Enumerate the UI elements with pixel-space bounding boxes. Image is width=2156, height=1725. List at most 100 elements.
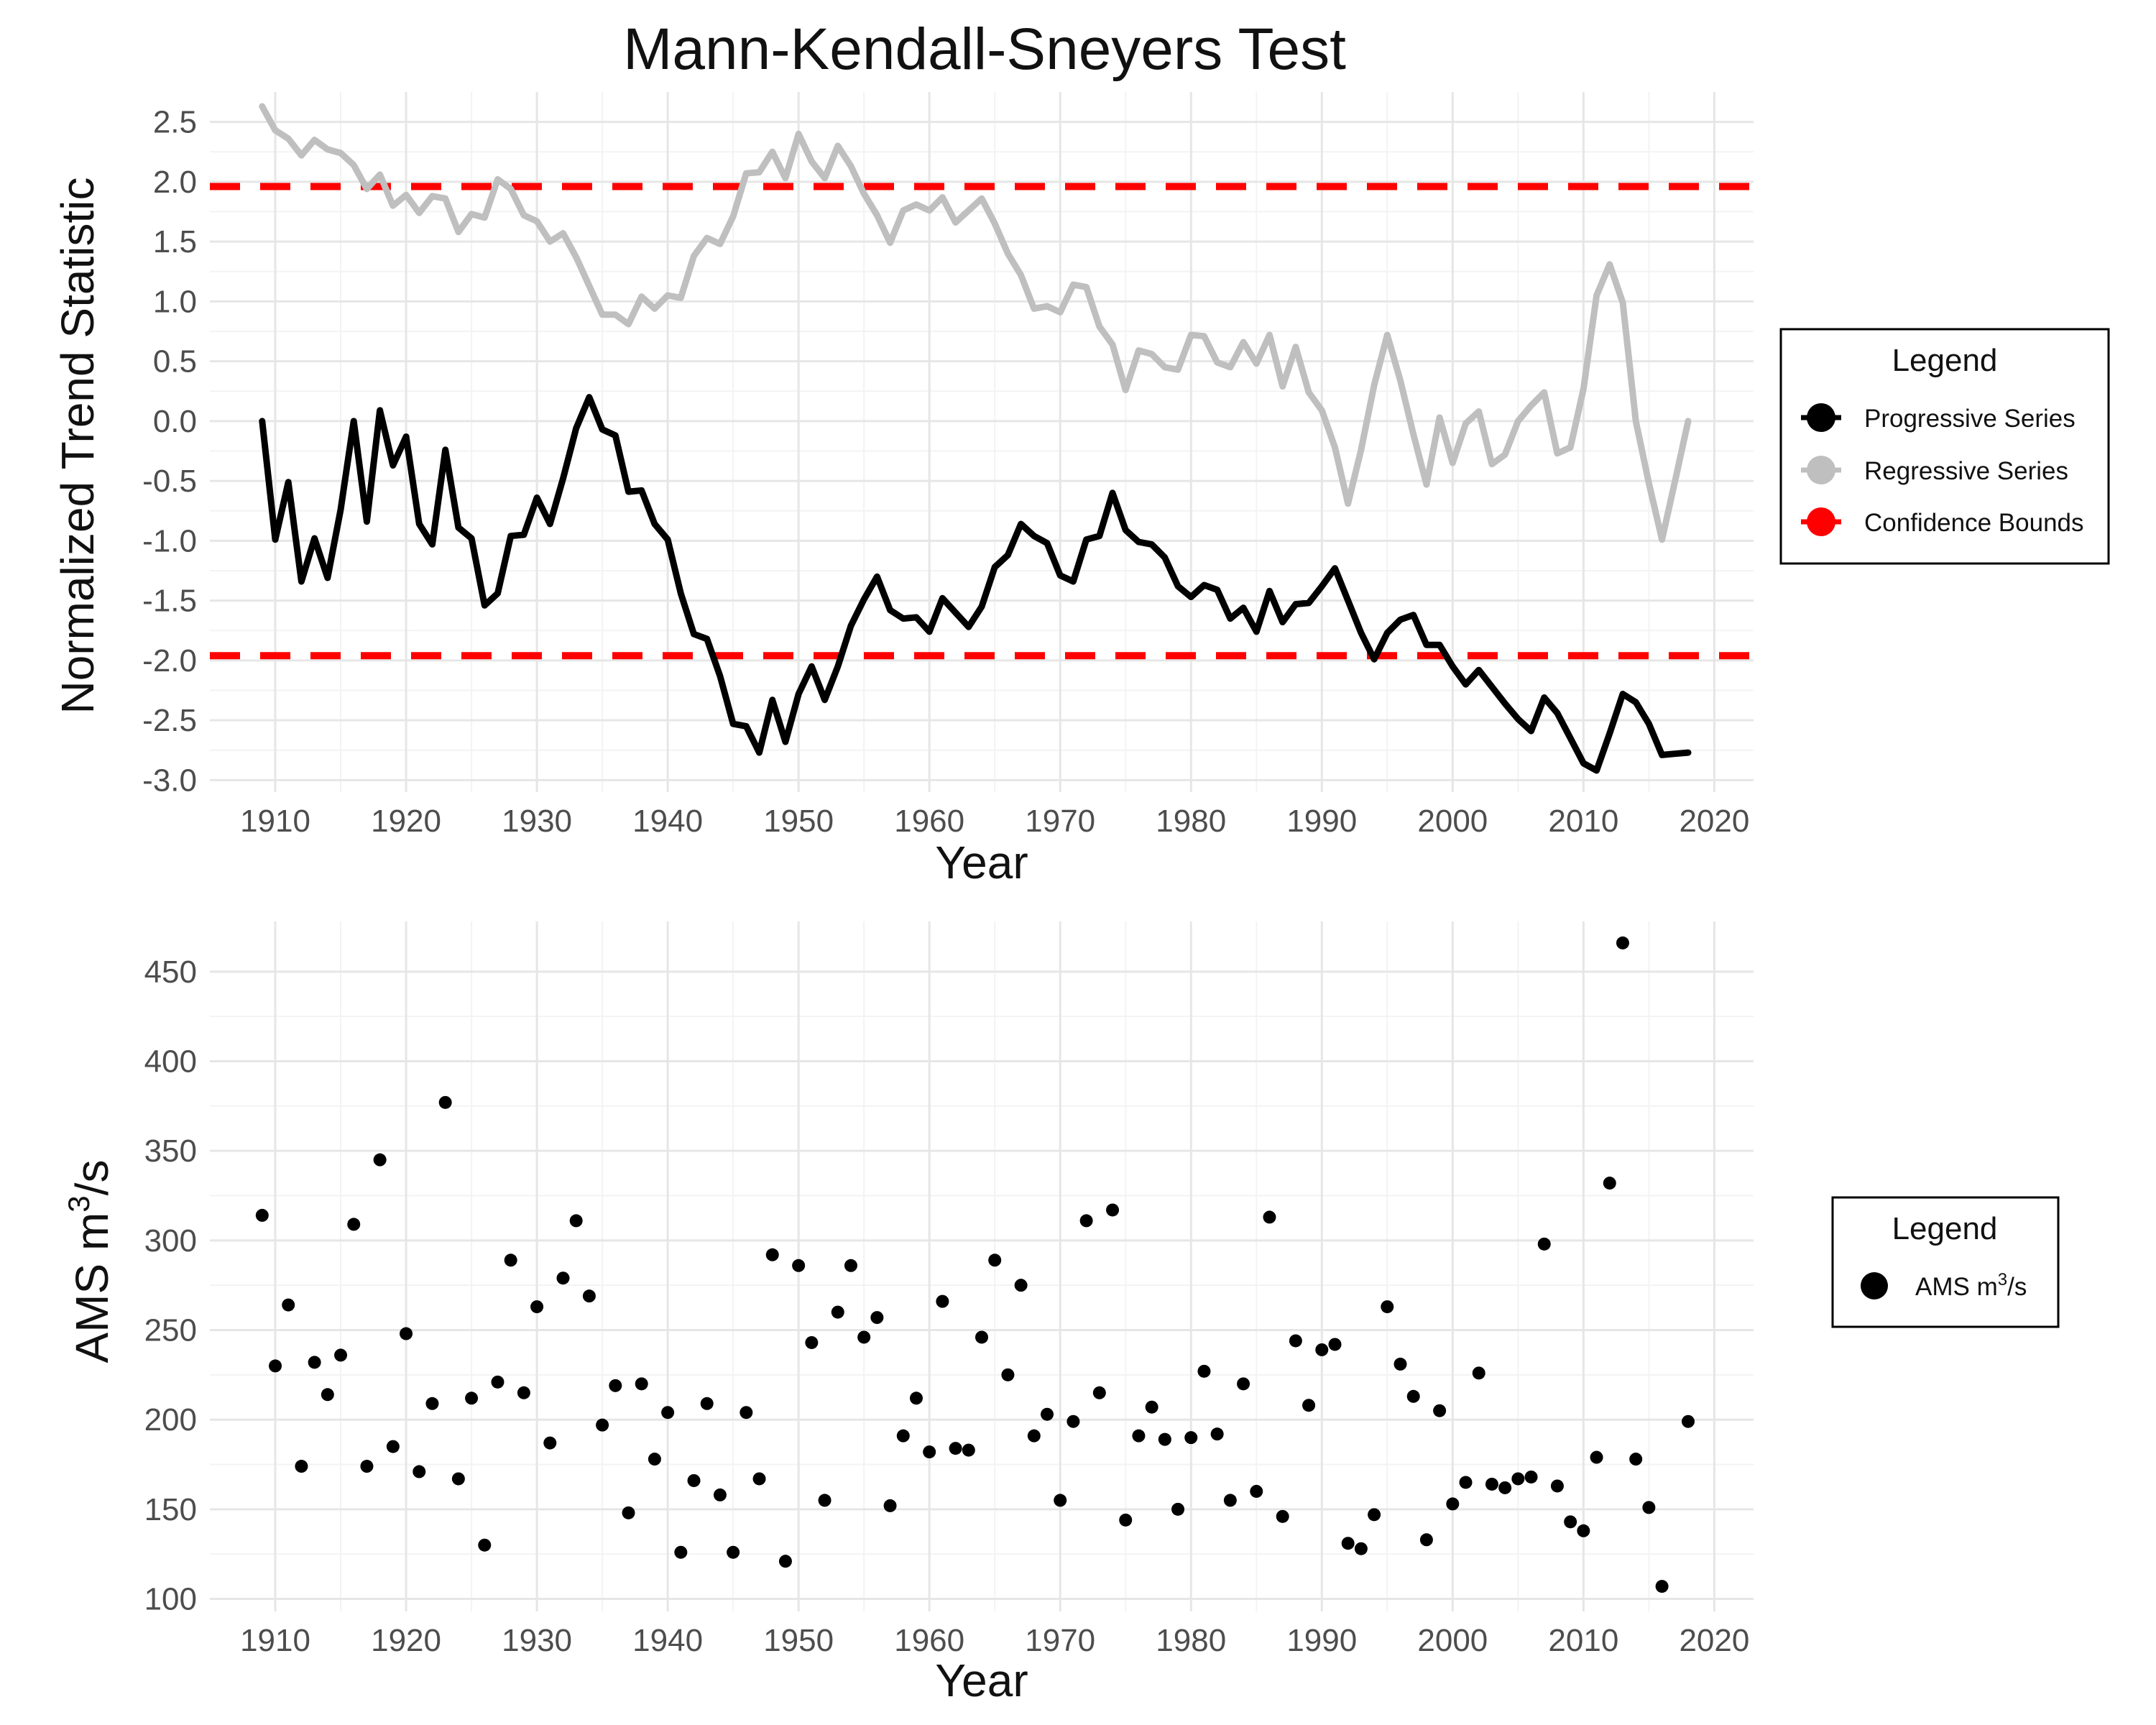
top-y-tick-labels: -3.0 -2.5 -2.0 -1.5 -1.0 -0.5 0.0 0.5 1.0 1.5 2.0 2… xyxy=(142,105,197,799)
ams-point xyxy=(936,1294,949,1308)
ams-point xyxy=(727,1545,740,1559)
y-tick-label: -0.5 xyxy=(142,464,197,499)
ams-point xyxy=(438,1095,452,1109)
ams-point xyxy=(648,1453,661,1466)
ams-point xyxy=(413,1465,426,1478)
ams-point xyxy=(752,1472,766,1486)
ams-point xyxy=(1079,1214,1093,1228)
ams-point xyxy=(949,1442,962,1455)
ams-point xyxy=(1655,1580,1669,1593)
legend-label-progressive: Progressive Series xyxy=(1864,405,2076,433)
ams-point xyxy=(765,1248,779,1261)
ams-point xyxy=(1341,1537,1355,1550)
x-tick-label: 1950 xyxy=(763,804,834,839)
chart-title: Mann-Kendall-Sneyers Test xyxy=(623,17,1346,82)
ams-point xyxy=(1067,1414,1080,1428)
y-tick-label: 2.0 xyxy=(153,165,197,200)
ams-point xyxy=(909,1392,923,1405)
ams-point xyxy=(1223,1494,1237,1507)
y-tick-label: 400 xyxy=(144,1044,197,1079)
ams-point xyxy=(831,1305,844,1319)
y-tick-label: 200 xyxy=(144,1402,197,1438)
ams-point xyxy=(517,1386,530,1399)
ams-point xyxy=(622,1506,635,1519)
x-tick-label: 1910 xyxy=(240,804,310,839)
ams-point xyxy=(400,1327,413,1340)
legend-label-regressive: Regressive Series xyxy=(1864,457,2068,485)
x-tick-label: 1960 xyxy=(894,1623,964,1658)
ams-point xyxy=(1250,1484,1263,1498)
bottom-legend: Legend AMS m3/s xyxy=(1831,1196,2060,1328)
bottom-x-tick-labels: 1910 1920 1930 1940 1950 1960 1970 1980 1990 2000… xyxy=(240,1623,1749,1658)
bottom-legend-box xyxy=(1831,1196,2060,1328)
bottom-gridlines xyxy=(210,921,1754,1611)
x-tick-label: 1980 xyxy=(1156,1623,1226,1658)
ams-point xyxy=(504,1254,517,1267)
ams-point xyxy=(1472,1366,1485,1380)
ams-point xyxy=(347,1218,361,1231)
ams-point xyxy=(360,1460,374,1473)
legend-label-ams-main: AMS m xyxy=(1915,1273,1998,1301)
y-tick-label: 0.5 xyxy=(153,344,197,380)
legend-key-regressive-dot xyxy=(1807,456,1835,484)
ams-point xyxy=(1145,1400,1158,1414)
ams-point xyxy=(255,1208,269,1222)
ams-point xyxy=(530,1300,544,1314)
bottom-y-axis-title: AMS m3/s xyxy=(62,1160,118,1363)
ams-point xyxy=(635,1377,648,1391)
x-tick-label: 1930 xyxy=(502,804,572,839)
ams-scatter-panel: 1910 1920 1930 1940 1950 1960 1970 1980 1990 2000… xyxy=(62,921,2060,1706)
top-legend-box xyxy=(1779,328,2110,565)
x-tick-label: 2000 xyxy=(1417,1623,1488,1658)
ams-point xyxy=(1642,1501,1656,1514)
ams-point xyxy=(1498,1481,1512,1494)
trend-series-lines xyxy=(259,103,1692,774)
y-tick-label: 300 xyxy=(144,1223,197,1259)
x-tick-label: 1940 xyxy=(632,804,703,839)
top-legend: Legend Progressive Series Regressive Ser… xyxy=(1779,328,2110,565)
trend-statistic-panel: 1910 1920 1930 1940 1950 1960 1970 1980 1990 2000… xyxy=(52,92,2110,888)
bottom-x-axis-title: Year xyxy=(935,1655,1028,1706)
confidence-bounds xyxy=(210,183,1754,660)
ams-point xyxy=(1263,1210,1276,1224)
y-tick-label: -2.5 xyxy=(142,703,197,738)
ams-point xyxy=(582,1289,596,1303)
ams-point xyxy=(1603,1177,1616,1190)
ams-point xyxy=(1629,1453,1643,1466)
x-tick-label: 1940 xyxy=(632,1623,703,1658)
ams-point xyxy=(1106,1203,1120,1217)
ams-point xyxy=(1210,1427,1224,1441)
bottom-legend-title: Legend xyxy=(1892,1211,1998,1246)
legend-key-progressive-dot xyxy=(1807,403,1835,432)
ams-point xyxy=(1511,1472,1525,1486)
ams-point xyxy=(1564,1515,1577,1529)
ams-point xyxy=(896,1429,910,1443)
y-tick-label: 2.5 xyxy=(153,105,197,140)
ams-point xyxy=(269,1359,282,1373)
ams-point xyxy=(713,1488,727,1501)
ams-point xyxy=(569,1214,583,1228)
y-tick-label: 350 xyxy=(144,1133,197,1169)
ams-point xyxy=(1158,1432,1171,1446)
ams-point xyxy=(1354,1542,1368,1555)
y-tick-label: 0.0 xyxy=(153,404,197,439)
ams-point xyxy=(282,1298,295,1312)
ams-point xyxy=(1681,1414,1695,1428)
ams-point xyxy=(1328,1338,1342,1351)
legend-key-bounds-dot xyxy=(1807,507,1835,536)
ams-point xyxy=(1393,1357,1407,1371)
x-tick-label: 1910 xyxy=(240,1623,310,1658)
x-tick-label: 2020 xyxy=(1679,1623,1749,1658)
ams-point xyxy=(1276,1509,1289,1523)
ams-point xyxy=(674,1545,688,1559)
x-tick-label: 1980 xyxy=(1156,804,1226,839)
y-tick-label: -2.0 xyxy=(142,643,197,678)
ams-point xyxy=(1289,1334,1302,1348)
ams-point xyxy=(386,1440,400,1453)
y-tick-label: -1.5 xyxy=(142,584,197,619)
ams-point xyxy=(870,1311,884,1325)
progressive-series-line xyxy=(259,394,1692,774)
ams-point xyxy=(700,1397,714,1410)
top-x-axis-title: Year xyxy=(935,837,1028,888)
ams-point xyxy=(1616,936,1629,949)
